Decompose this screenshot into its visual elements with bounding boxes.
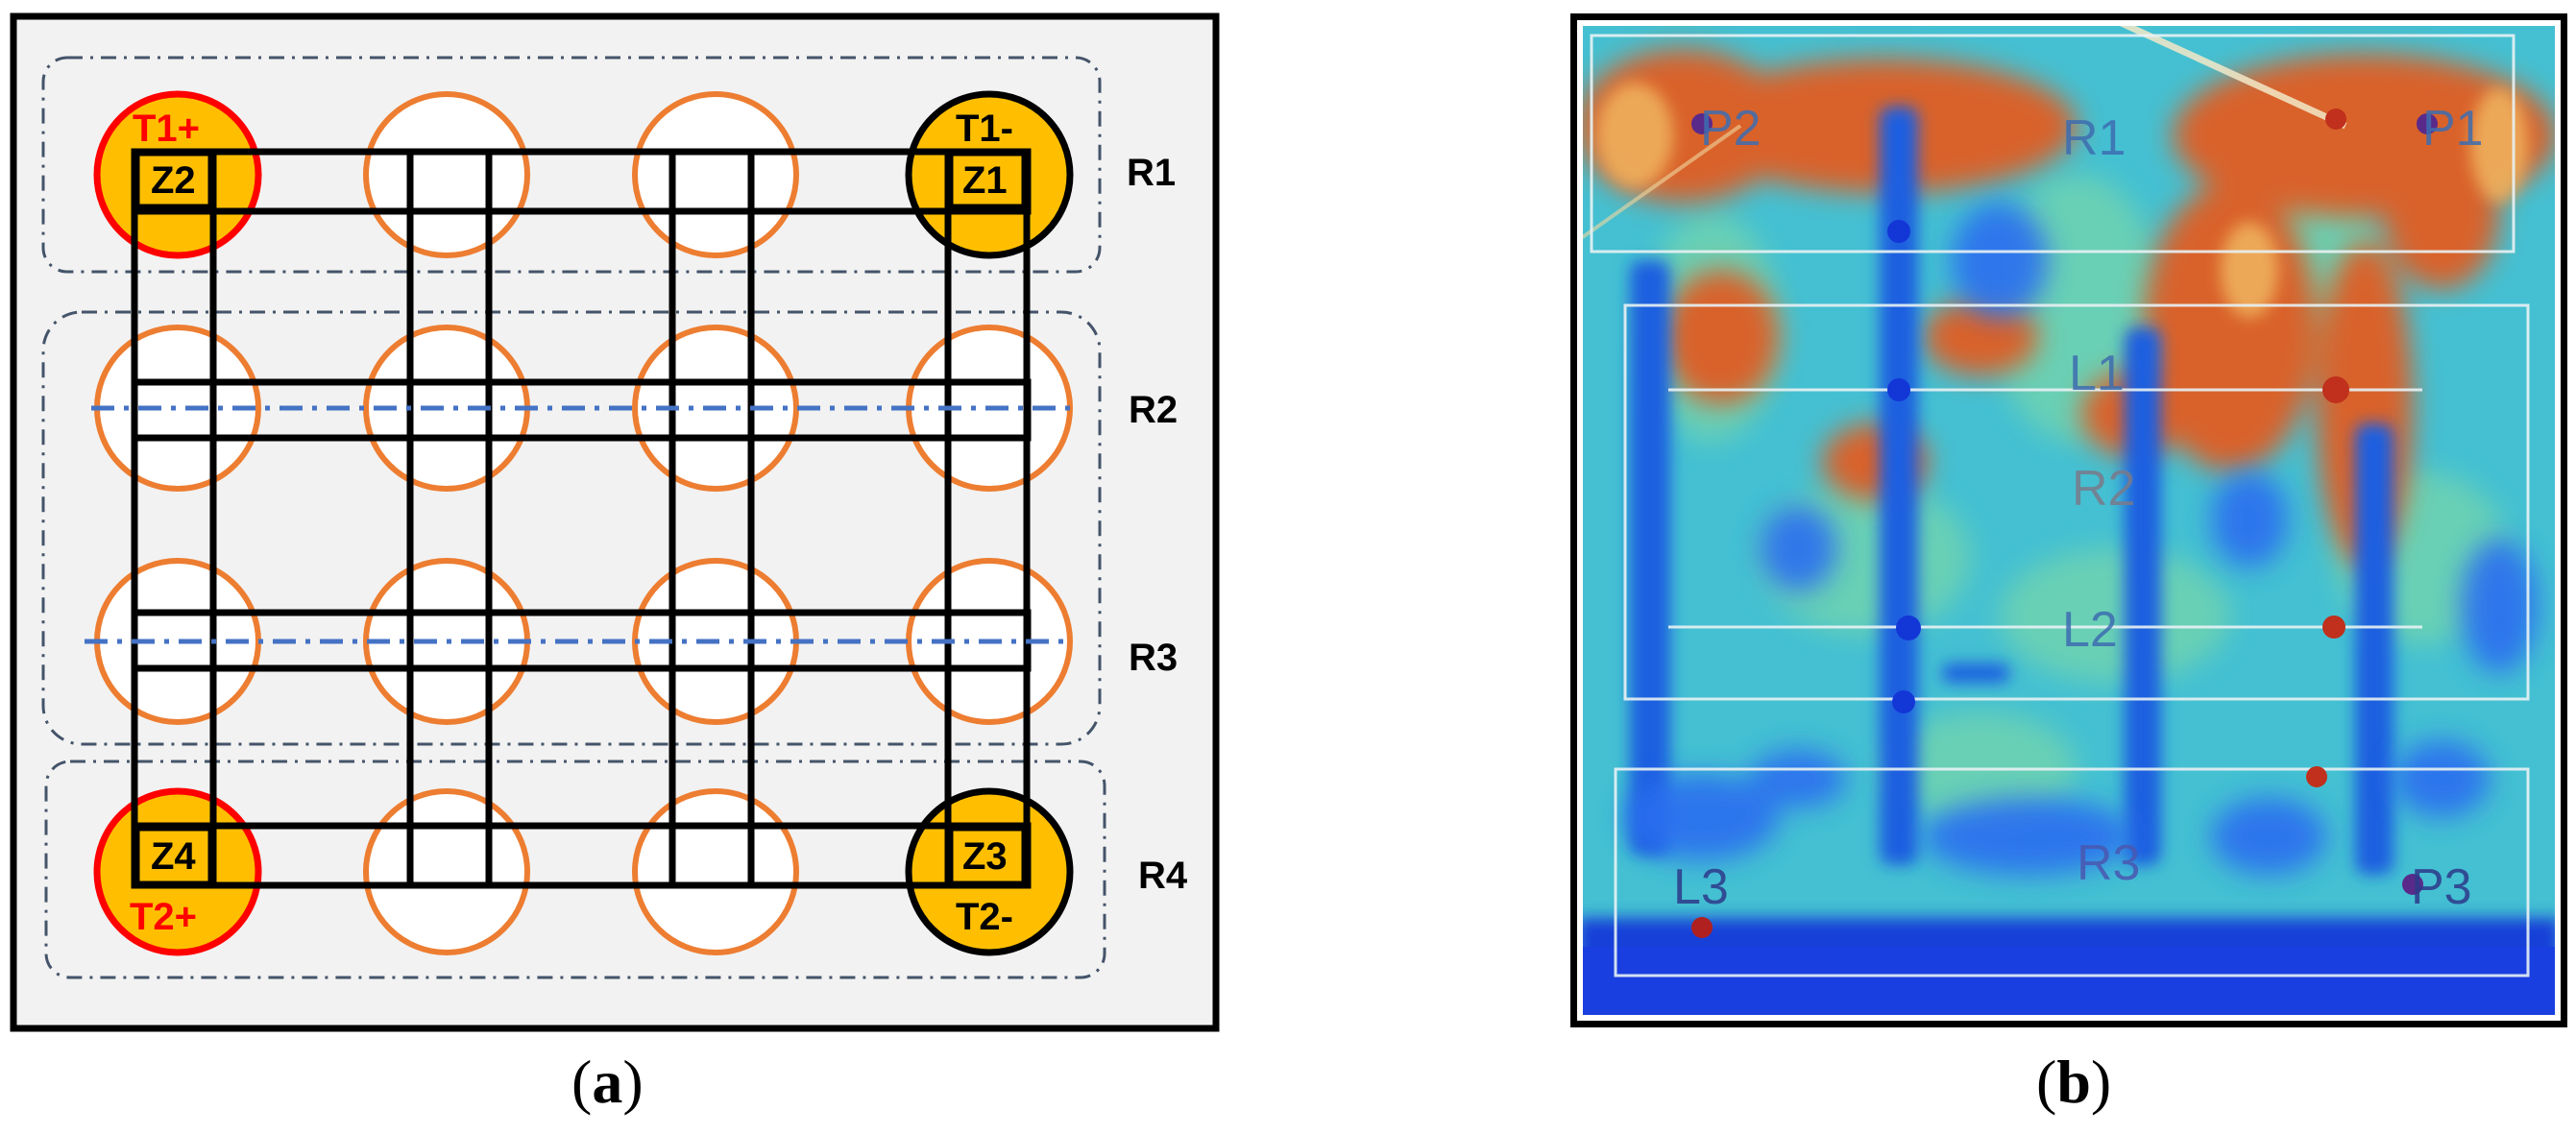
heatmap-label-l2: L2 bbox=[2062, 602, 2118, 658]
sensor-dot bbox=[1691, 113, 1713, 134]
zone-z2-box bbox=[134, 151, 213, 209]
panel-a-diagram: T1+ T1- T2+ T2- Z2 Z1 Z4 Z3 R1 R2 R3 R4 bbox=[10, 12, 1220, 1032]
heatmap-label-r1: R1 bbox=[2062, 110, 2126, 166]
region-label-r3: R3 bbox=[1129, 637, 1178, 679]
region-r1-outline bbox=[41, 56, 1102, 274]
heatmap-label-l1: L1 bbox=[2069, 346, 2125, 401]
caption-a: (a) bbox=[571, 1048, 644, 1116]
wire-line bbox=[2113, 20, 2347, 130]
region-r2-rect bbox=[1623, 303, 2530, 701]
column-2 bbox=[406, 148, 493, 889]
sensor-dot bbox=[2306, 766, 2327, 787]
sensor-dot bbox=[2322, 615, 2345, 639]
terminal-label-t2-plus: T2+ bbox=[130, 896, 197, 938]
zone-z3-box bbox=[948, 826, 1027, 886]
zone-label-z4: Z4 bbox=[151, 835, 196, 878]
terminal-label-t1-minus: T1- bbox=[956, 108, 1013, 150]
hole bbox=[363, 788, 530, 955]
caption-b-letter: b bbox=[2056, 1048, 2091, 1116]
sensor-dot bbox=[1887, 220, 1910, 243]
heatmap-label-l3: L3 bbox=[1673, 859, 1729, 915]
zone-label-z2: Z2 bbox=[151, 159, 196, 202]
terminal-label-t1-plus: T1+ bbox=[133, 108, 200, 150]
heatmap-label-r2: R2 bbox=[2072, 461, 2135, 517]
region-r4-outline bbox=[44, 760, 1106, 979]
zone-label-z1: Z1 bbox=[962, 159, 1008, 202]
sensor-dot bbox=[2417, 113, 2438, 134]
heatmap-label-p3: P3 bbox=[2411, 859, 2472, 915]
region-label-r1: R1 bbox=[1127, 152, 1176, 194]
zone-z1-box bbox=[948, 151, 1027, 209]
heatmap-label-p1: P1 bbox=[2422, 101, 2484, 157]
zone-label-z3: Z3 bbox=[962, 835, 1008, 878]
region-label-r2: R2 bbox=[1129, 389, 1178, 431]
hole bbox=[632, 91, 799, 258]
hole bbox=[632, 788, 799, 955]
caption-b: (b) bbox=[2036, 1048, 2112, 1116]
region-r2r3-outline bbox=[41, 310, 1102, 746]
zone-z4-box bbox=[134, 826, 213, 886]
terminal-label-t2-minus: T2- bbox=[956, 896, 1013, 938]
sensor-dot bbox=[2322, 376, 2349, 403]
sensor-dot bbox=[2325, 109, 2346, 130]
hole bbox=[363, 91, 530, 258]
region-r3-rect bbox=[1614, 767, 2530, 977]
caption-a-letter: a bbox=[592, 1048, 623, 1116]
column-3 bbox=[668, 148, 755, 889]
sensor-dot bbox=[1892, 690, 1915, 713]
sensor-dot bbox=[1691, 917, 1713, 938]
heatmap-label-p2: P2 bbox=[1700, 101, 1762, 157]
sensor-dot bbox=[1887, 378, 1910, 401]
sensor-dot bbox=[1896, 615, 1921, 640]
region-r1-rect bbox=[1590, 34, 2515, 253]
sensor-dot bbox=[2402, 874, 2423, 895]
panel-b-heatmap: P2 P1 R1 L1 R2 L2 R3 L3 P3 bbox=[1570, 13, 2567, 1027]
heatmap-label-r3: R3 bbox=[2077, 835, 2140, 891]
region-label-r4: R4 bbox=[1138, 855, 1188, 897]
